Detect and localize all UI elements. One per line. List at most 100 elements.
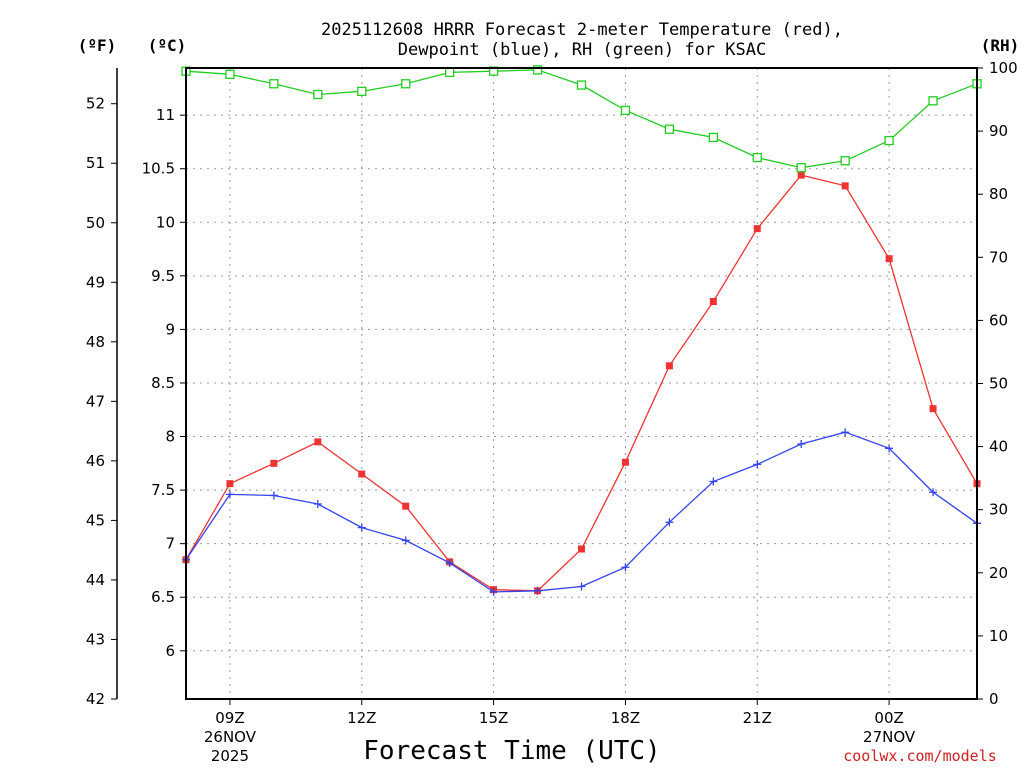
- x-tick-label: 12Z: [347, 709, 376, 727]
- series-dewpoint-point: [797, 440, 806, 449]
- series-dewpoint-point: [841, 428, 850, 437]
- celsius-tick-label: 8: [165, 428, 175, 446]
- series-temperature-point: [621, 458, 629, 466]
- series-dewpoint-point: [269, 491, 278, 500]
- series-rh-point: [532, 65, 543, 75]
- rh-tick-label: 10: [989, 627, 1008, 645]
- series-rh-point: [884, 135, 894, 146]
- series-rh-point: [269, 79, 279, 89]
- celsius-tick-label: 10: [156, 213, 175, 231]
- plot-frame: [185, 67, 978, 700]
- series-rh-point: [576, 80, 587, 90]
- celsius-tick-label: 9: [165, 320, 175, 338]
- series-dewpoint-point: [225, 490, 234, 499]
- series-temperature-point: [929, 405, 937, 413]
- rh-tick-label: 100: [989, 59, 1018, 77]
- rh-tick-label: 50: [989, 375, 1008, 393]
- series-dewpoint-point: [665, 518, 674, 527]
- series-rh-point: [313, 89, 323, 100]
- celsius-tick-label: 8.5: [151, 374, 175, 392]
- series-dewpoint-point: [885, 444, 894, 453]
- series-rh-point: [620, 105, 631, 115]
- series-rh-point: [752, 152, 762, 163]
- series-temperature-point: [665, 362, 673, 370]
- fahrenheit-tick-label: 43: [86, 630, 105, 648]
- series-rh-point: [445, 67, 455, 78]
- series-dewpoint-point: [489, 587, 498, 596]
- celsius-tick-label: 10.5: [142, 160, 175, 178]
- series-temperature-point: [314, 438, 322, 446]
- celsius-tick-label: 7: [165, 535, 175, 553]
- series-dewpoint-point: [929, 488, 938, 497]
- series-temperature: [182, 171, 981, 595]
- series-temperature-point: [753, 225, 761, 233]
- fahrenheit-tick-label: 51: [86, 154, 105, 172]
- series-temperature-point: [841, 182, 849, 190]
- grid-lines: [186, 68, 977, 699]
- fahrenheit-tick-label: 49: [86, 273, 105, 291]
- series-rh-point: [840, 156, 850, 166]
- rh-tick-label: 30: [989, 501, 1008, 519]
- celsius-tick-label: 9.5: [151, 267, 175, 285]
- x-tick-label: 00Z: [874, 709, 903, 727]
- series-temperature-point: [402, 502, 410, 510]
- x-tick-label: 09Z: [215, 709, 244, 727]
- rh-tick-label: 0: [989, 690, 999, 708]
- series-dewpoint: [182, 428, 981, 596]
- series-temperature-point: [226, 480, 234, 488]
- fahrenheit-tick-label: 42: [86, 690, 105, 708]
- x-tick-label: 15Z: [479, 709, 508, 727]
- fahrenheit-tick-label: 47: [86, 392, 105, 410]
- x-tick-date: 26NOV: [204, 728, 257, 746]
- series-dewpoint-point: [753, 460, 762, 469]
- series-dewpoint-line: [185, 431, 978, 593]
- data-series: [181, 65, 982, 596]
- celsius-tick-label: 11: [156, 106, 175, 124]
- fahrenheit-tick-label: 46: [86, 452, 105, 470]
- series-temperature-point: [885, 255, 893, 263]
- series-dewpoint-point: [533, 586, 542, 595]
- series-dewpoint-point: [357, 523, 366, 532]
- x-axis-title: Forecast Time (UTC): [363, 736, 660, 766]
- chart-subtitle: Dewpoint (blue), RH (green) for KSAC: [398, 40, 766, 60]
- rh-tick-label: 20: [989, 564, 1008, 582]
- rh-tick-label: 40: [989, 438, 1008, 456]
- series-dewpoint-point: [401, 536, 410, 545]
- celsius-tick-label: 6: [165, 642, 175, 660]
- fahrenheit-tick-label: 44: [86, 571, 105, 589]
- celsius-tick-label: 7.5: [151, 481, 175, 499]
- series-temperature-point: [578, 545, 585, 553]
- fahrenheit-tick-label: 48: [86, 333, 105, 351]
- series-temperature-point: [270, 459, 278, 467]
- series-rh-point: [664, 124, 675, 134]
- series-rh-point: [357, 86, 367, 96]
- x-tick-label: 18Z: [611, 709, 640, 727]
- series-temperature-point: [709, 298, 717, 306]
- celsius-unit-label: (ºC): [148, 36, 187, 55]
- series-rh-point: [401, 79, 411, 89]
- series-temperature-point: [358, 470, 366, 478]
- series-dewpoint-point: [709, 477, 718, 486]
- series-dewpoint-point: [445, 558, 454, 567]
- celsius-tick-label: 6.5: [151, 588, 175, 606]
- credit-text: coolwx.com/models: [843, 747, 997, 765]
- rh-tick-label: 70: [989, 248, 1008, 266]
- series-rh: [181, 65, 982, 173]
- series-dewpoint-point: [577, 582, 586, 591]
- x-tick-year: 2025: [211, 747, 249, 765]
- rh-unit-label: (RH): [981, 36, 1020, 55]
- rh-tick-label: 90: [989, 122, 1008, 140]
- fahrenheit-unit-label: (ºF): [78, 36, 117, 55]
- series-temperature-point: [797, 171, 805, 179]
- series-rh-point: [796, 163, 806, 173]
- rh-tick-label: 60: [989, 311, 1008, 329]
- series-rh-point: [928, 96, 938, 106]
- series-rh-point: [225, 69, 235, 79]
- fahrenheit-tick-label: 52: [86, 95, 105, 113]
- x-tick-label: 21Z: [743, 709, 772, 727]
- fahrenheit-tick-label: 50: [86, 214, 105, 232]
- fahrenheit-tick-label: 45: [86, 511, 105, 529]
